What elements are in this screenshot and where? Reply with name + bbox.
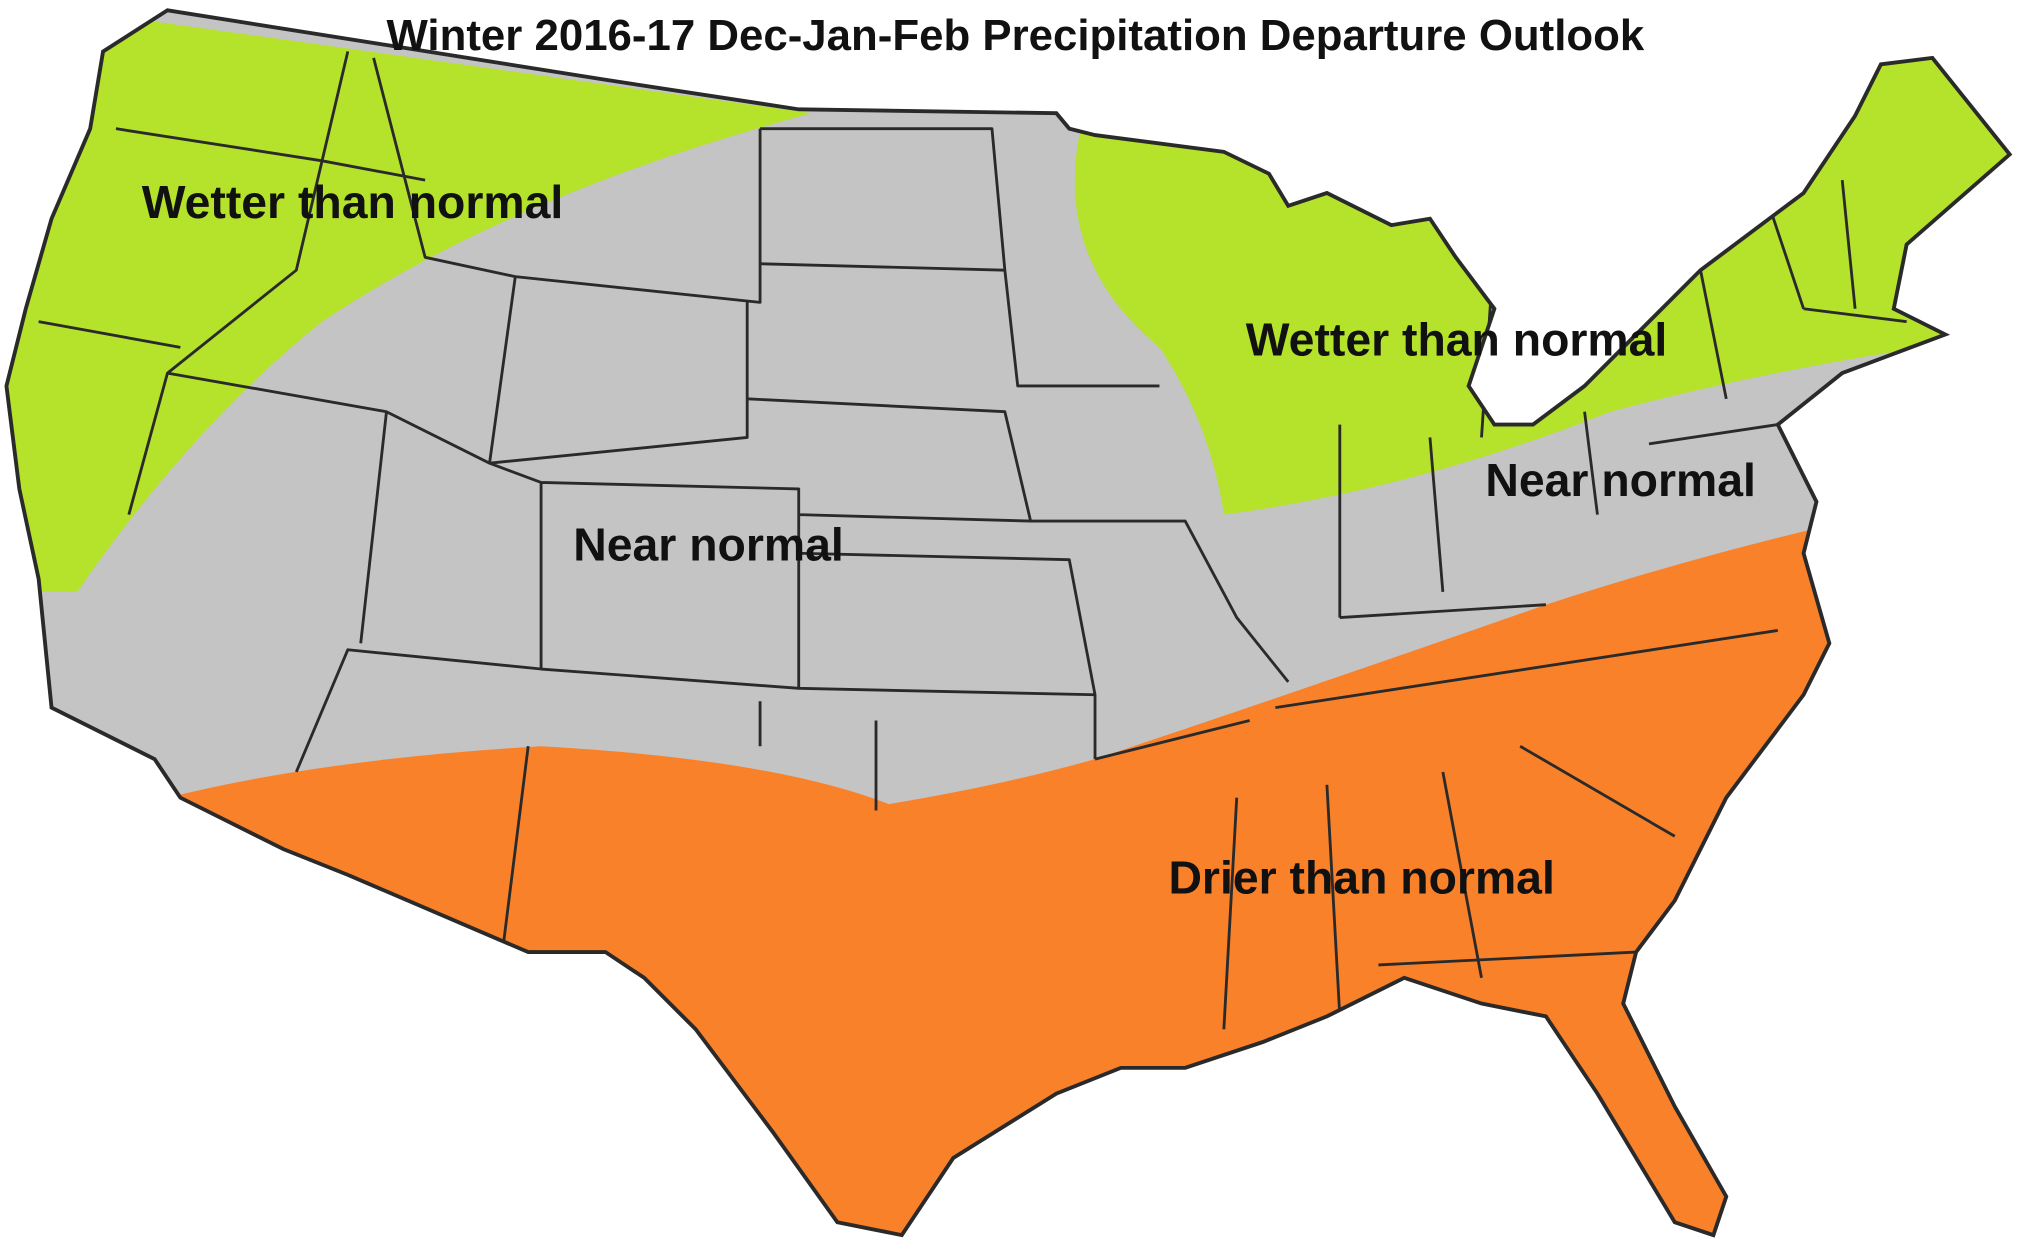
- region-label: Drier than normal: [1168, 852, 1554, 904]
- region-label: Wetter than normal: [142, 176, 564, 228]
- region-label: Near normal: [1485, 454, 1756, 506]
- state-borders: [38, 51, 1907, 1030]
- wetter-zone-west: [6, 10, 812, 592]
- region-label: Near normal: [573, 518, 844, 570]
- map-title: Winter 2016-17 Dec-Jan-Feb Precipitation…: [386, 11, 1644, 60]
- region-label: Wetter than normal: [1246, 314, 1668, 366]
